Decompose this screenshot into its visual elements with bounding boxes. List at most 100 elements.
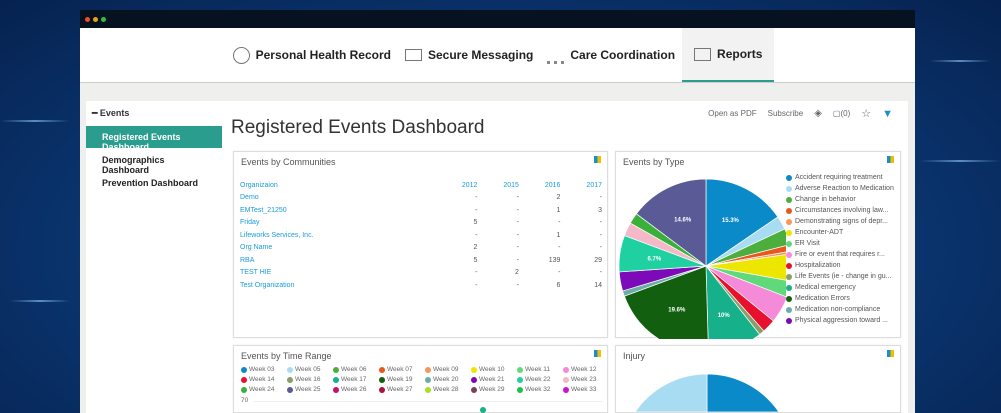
sidebar-item-registered-events[interactable]: Registered Events Dashboard: [86, 126, 222, 152]
column-header[interactable]: 2012: [461, 181, 478, 189]
envelope-icon: [404, 49, 422, 61]
pie-slice[interactable]: [705, 254, 786, 282]
week-legend-item[interactable]: Week 21: [471, 375, 517, 384]
chart-options-icon[interactable]: [594, 156, 601, 163]
pie-slice[interactable]: [705, 264, 761, 339]
sidebar-item-demographics[interactable]: Demographics Dashboard: [102, 155, 165, 175]
column-header[interactable]: 2016: [544, 181, 561, 189]
organization-link[interactable]: Lifeworks Services, Inc.: [240, 231, 314, 239]
nav-reports[interactable]: Reports: [682, 28, 775, 82]
chart-options-icon[interactable]: [594, 350, 601, 357]
legend-label: Change in behavior: [795, 196, 856, 203]
week-legend-item[interactable]: Week 12: [563, 365, 609, 374]
minimize-dot[interactable]: [93, 16, 98, 22]
legend-swatch: [517, 366, 523, 373]
legend-item[interactable]: Medical emergency: [786, 282, 894, 293]
sidebar-item-prevention[interactable]: Prevention Dashboard: [102, 178, 199, 188]
organization-link[interactable]: Test Organization: [240, 281, 295, 289]
week-legend-item[interactable]: Week 16: [287, 375, 333, 384]
week-legend-item[interactable]: Week 26: [333, 385, 379, 394]
pie-slice[interactable]: [705, 178, 779, 267]
pie-slice[interactable]: [705, 228, 786, 267]
cell-value: 139: [548, 256, 561, 264]
pie-slice[interactable]: [634, 373, 708, 412]
star-icon[interactable]: ☆: [861, 108, 872, 120]
cell-value: 1: [556, 206, 561, 214]
week-legend-item[interactable]: Week 07: [379, 365, 425, 374]
organization-link[interactable]: Friday: [240, 219, 260, 227]
chart-options-icon[interactable]: [887, 350, 894, 357]
legend-item[interactable]: Circumstances involving law...: [786, 205, 894, 216]
week-legend-item[interactable]: Week 19: [379, 375, 425, 384]
week-legend-item[interactable]: Week 27: [379, 385, 425, 394]
legend-item[interactable]: Change in behavior: [786, 194, 894, 205]
legend-item[interactable]: Hospitalization: [786, 260, 894, 271]
data-point[interactable]: [480, 407, 486, 413]
legend-swatch: [517, 386, 523, 393]
pie-slice[interactable]: [706, 373, 780, 412]
legend-item[interactable]: Fire or event that requires r...: [786, 249, 894, 260]
week-legend-item[interactable]: Week 06: [333, 365, 379, 374]
nav-personal-health-record[interactable]: Personal Health Record: [226, 28, 398, 82]
comments-button[interactable]: ▢(0): [832, 109, 851, 118]
week-legend-item[interactable]: Week 11: [517, 365, 563, 374]
legend-label: Week 12: [571, 366, 597, 373]
week-legend-item[interactable]: Week 05: [287, 365, 333, 374]
organization-link[interactable]: Org Name: [240, 244, 273, 252]
legend-label: Accident requiring treatment: [795, 174, 883, 181]
maximize-dot[interactable]: [101, 16, 106, 22]
organization-link[interactable]: RBA: [240, 256, 255, 264]
nav-secure-messaging[interactable]: Secure Messaging: [398, 28, 540, 82]
week-legend-item[interactable]: Week 10: [471, 365, 517, 374]
week-legend-item[interactable]: Week 17: [333, 375, 379, 384]
injury-pie: [634, 373, 780, 412]
legend-item[interactable]: Life Events (ie - change in gu...: [786, 271, 894, 282]
legend-label: Week 05: [295, 366, 321, 373]
column-header[interactable]: 2017: [586, 181, 602, 189]
subscribe-link[interactable]: Subscribe: [767, 109, 804, 118]
nav-care-coordination[interactable]: Care Coordination: [540, 28, 682, 82]
week-legend-item[interactable]: Week 23: [563, 375, 609, 384]
close-dot[interactable]: [85, 16, 90, 22]
legend-item[interactable]: Encounter-ADT: [786, 227, 894, 238]
column-header[interactable]: 2015: [503, 181, 519, 189]
legend-item[interactable]: Medication non-compliance: [786, 304, 894, 315]
layers-icon[interactable]: ◈: [814, 108, 822, 119]
week-legend-item[interactable]: Week 32: [517, 385, 563, 394]
legend-label: Week 11: [525, 366, 551, 373]
legend-item[interactable]: Accident requiring treatment: [786, 172, 894, 183]
week-legend-item[interactable]: Week 09: [425, 365, 471, 374]
organization-link[interactable]: EMTest_21250: [240, 206, 287, 214]
legend-item[interactable]: ER Visit: [786, 238, 894, 249]
week-legend-item[interactable]: Week 25: [287, 385, 333, 394]
week-legend-item[interactable]: Week 14: [241, 375, 287, 384]
week-legend-item[interactable]: Week 22: [517, 375, 563, 384]
week-legend-item[interactable]: Week 29: [471, 385, 517, 394]
chart-options-icon[interactable]: [887, 156, 894, 163]
pie-slice[interactable]: [635, 178, 707, 267]
filter-icon[interactable]: ▼: [882, 107, 893, 120]
week-legend-item[interactable]: Week 33: [563, 385, 609, 394]
legend-label: Week 29: [479, 386, 505, 393]
legend-item[interactable]: Demonstrating signs of depr...: [786, 216, 894, 227]
week-legend-item[interactable]: Week 28: [425, 385, 471, 394]
organization-link[interactable]: TEST HIE: [240, 269, 272, 277]
week-legend-item[interactable]: Week 03: [241, 365, 287, 374]
legend-label: Fire or event that requires r...: [795, 251, 885, 258]
organization-link[interactable]: Demo: [240, 194, 259, 202]
cell-value: -: [516, 206, 519, 214]
legend-item[interactable]: Physical aggression toward ...: [786, 315, 894, 326]
legend-label: Week 25: [295, 386, 321, 393]
week-legend-item[interactable]: Week 20: [425, 375, 471, 384]
week-legend-item[interactable]: Week 24: [241, 385, 287, 394]
open-pdf-link[interactable]: Open as PDF: [708, 109, 757, 118]
sidebar-section-events[interactable]: ━ Events: [92, 108, 130, 118]
legend-item[interactable]: Adverse Reaction to Medication: [786, 183, 894, 194]
legend-swatch: [287, 366, 293, 373]
cell-value: 6: [556, 281, 561, 289]
legend-item[interactable]: Medication Errors: [786, 293, 894, 304]
column-header[interactable]: Organizaion: [240, 181, 278, 189]
pie-slice[interactable]: [705, 251, 786, 267]
pie-slice[interactable]: [623, 265, 709, 339]
legend-label: Week 09: [433, 366, 459, 373]
